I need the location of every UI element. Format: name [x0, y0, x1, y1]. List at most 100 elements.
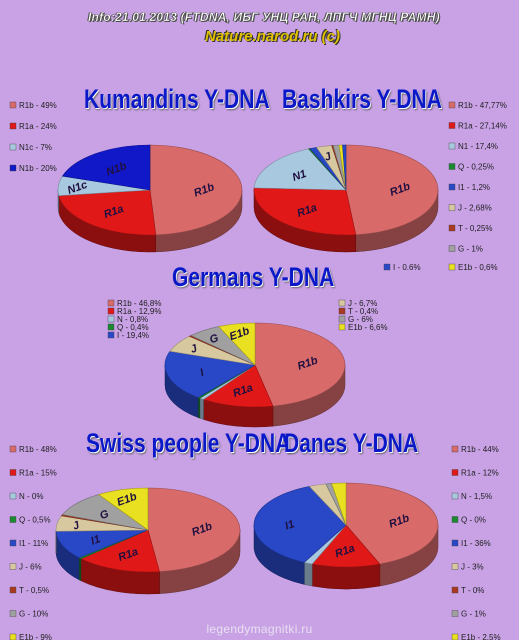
legend-swatch-i1	[9, 539, 17, 547]
slice-label-i1: I1	[283, 518, 296, 532]
legend-label-r1b: R1b - 49%	[19, 101, 57, 110]
legend-swatch-r1a	[9, 122, 17, 130]
legend-swatch-q	[451, 516, 459, 523]
pie-slice-r1b	[147, 487, 241, 572]
pie-side-q	[197, 397, 201, 419]
pie-slice-e1b	[331, 482, 347, 526]
site-watermark: Nature.narod.ru (c)	[205, 28, 341, 45]
legend-swatch-i	[107, 331, 115, 339]
footer-site: legendymagnitki.ru	[206, 622, 313, 636]
legend-swatch-e1b	[451, 633, 459, 640]
legend-swatch-i1	[451, 539, 459, 547]
pie-slice-n	[253, 148, 347, 191]
legend-label-i: I - 0.6%	[393, 263, 421, 272]
slice-label-j: J	[71, 519, 82, 533]
legend-swatch-n	[107, 315, 115, 323]
slice-label-n: N1	[291, 168, 308, 184]
pie-side-n	[303, 562, 313, 587]
legend-label-n: N - 0,8%	[117, 315, 148, 324]
legend-swatch-r1a	[9, 469, 17, 476]
source-header: Info:21.01.2013 (FTDNA, ИБГ УНЦ РАН, ЛПГ…	[88, 10, 440, 24]
legend-label-t: T - 0,5%	[19, 586, 49, 595]
legend-label-t: T - 0,4%	[348, 307, 378, 316]
title-swiss: Swiss people Y-DNA	[86, 428, 291, 458]
legend-label-t: T - 0,25%	[458, 224, 493, 233]
legend-label-e1b: E1b - 9%	[19, 633, 52, 640]
legend-label-j: J - 2,68%	[458, 204, 492, 213]
legend-swatch-e1b	[448, 263, 456, 271]
legend-swatch-t	[338, 307, 346, 315]
pie-slice-r1a	[202, 364, 274, 408]
legend-swatch-r1b	[451, 445, 459, 453]
legend-swatch-t	[9, 586, 17, 594]
legend-label-n: N - 1,5%	[461, 492, 492, 501]
pie-side-n	[199, 397, 204, 420]
legend-label-q: Q - 0,5%	[19, 516, 51, 525]
slice-label-i: I	[199, 367, 207, 380]
legend-label-r1a: R1a - 12%	[461, 469, 499, 478]
legend-swatch-i1	[448, 183, 456, 191]
legend-swatch-e1b	[9, 633, 17, 640]
legend-label-r1b: R1b - 44%	[461, 445, 499, 454]
pie-slice-r1b	[254, 322, 346, 407]
legend-swatch-n	[9, 492, 17, 500]
title-kumandins: Kumandins Y-DNA	[84, 84, 270, 114]
legend-swatch-n1b	[9, 164, 17, 172]
legend-swatch-e1b	[338, 323, 346, 331]
legend-label-g: G - 1%	[461, 610, 486, 619]
legend-swatch-g	[448, 245, 456, 252]
legend-label-r1b: R1b - 47,77%	[458, 101, 507, 110]
legend-swatch-r1b	[9, 445, 17, 453]
legend-label-q: Q - 0%	[461, 516, 486, 525]
pie-slice-r1a	[58, 189, 157, 236]
legend-label-j: J - 6,7%	[348, 299, 377, 308]
legend-label-g: G - 1%	[458, 245, 483, 254]
legend-swatch-g	[338, 315, 346, 323]
legend-label-r1b: R1b - 48%	[19, 445, 57, 454]
legend-label-n: N - 0%	[19, 492, 43, 501]
pie-slice-i1	[253, 486, 347, 563]
pie-slice-r1a	[253, 187, 357, 236]
legend-label-n: N1 - 17,4%	[458, 142, 498, 151]
pie-slice-r1b	[149, 144, 243, 236]
legend-swatch-j	[448, 204, 456, 211]
title-bashkirs: Bashkirs Y-DNA	[282, 84, 442, 114]
legend-swatch-r1b	[448, 101, 456, 109]
legend-label-i1: I1 - 11%	[19, 539, 48, 548]
slice-label-j: J	[323, 150, 334, 164]
legend-swatch-t	[451, 586, 459, 594]
legend-label-t: T - 0%	[461, 586, 484, 595]
legend-label-r1b: R1b - 46,8%	[117, 299, 161, 308]
pie-slice-r1a	[311, 524, 381, 568]
pie-slice-r1b	[345, 144, 439, 236]
pie-slice-i	[164, 350, 256, 398]
legend-swatch-n	[451, 492, 459, 500]
legend-label-n1b: N1b - 20%	[19, 164, 57, 173]
legend-swatch-q	[9, 516, 17, 523]
legend-swatch-r1b	[9, 101, 17, 109]
legend-swatch-j	[338, 299, 346, 307]
legend-label-r1a: R1a - 27,14%	[458, 122, 507, 131]
legend-swatch-i	[383, 263, 391, 271]
legend-swatch-g	[9, 610, 17, 617]
legend-label-e1b: E1b - 6,6%	[348, 323, 388, 332]
pie-slice-r1a	[80, 529, 160, 573]
slice-label-j: J	[189, 342, 200, 356]
legend-swatch-q	[448, 163, 456, 170]
legend-label-n1c: N1c - 7%	[19, 143, 52, 152]
slice-label-i1: I1	[89, 533, 102, 547]
legend-swatch-r1a	[107, 307, 115, 315]
legend-label-e1b: E1b - 0,6%	[458, 263, 498, 272]
legend-swatch-t	[448, 224, 456, 232]
legend-label-i: I - 19,4%	[117, 331, 149, 340]
legend-swatch-j	[9, 563, 17, 570]
legend-label-q: Q - 0,4%	[117, 323, 149, 332]
pie-slice-r1b	[345, 482, 439, 565]
legend-label-r1a: R1a - 15%	[19, 469, 57, 478]
